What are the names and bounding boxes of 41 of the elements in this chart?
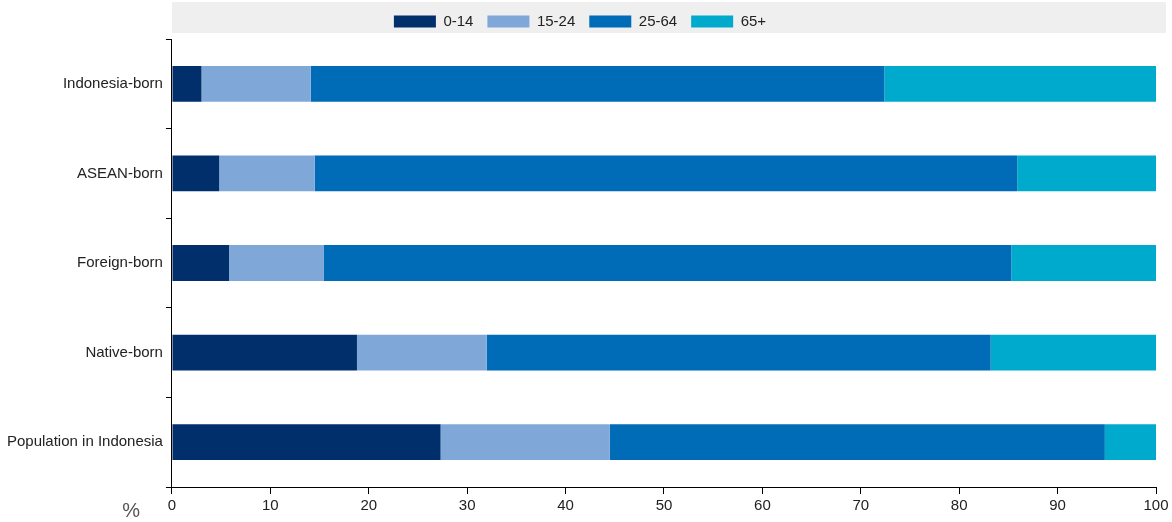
bar	[172, 424, 441, 461]
y-tick-label: Native-born	[85, 342, 163, 360]
legend-label: 65+	[740, 11, 767, 29]
bar	[314, 155, 1018, 192]
bar	[172, 334, 357, 371]
bar	[1104, 424, 1156, 461]
x-tick-label: 90	[1049, 496, 1066, 514]
bar	[356, 334, 487, 371]
x-tick-label: 80	[950, 496, 968, 514]
bar	[219, 155, 315, 192]
x-axis-title: %	[122, 498, 141, 521]
bar	[1017, 155, 1156, 192]
legend-label: 25-64	[638, 11, 678, 29]
y-tick-label: Population in Indonesia	[6, 432, 164, 450]
x-tick-label: 10	[262, 496, 279, 514]
y-tick-label: Indonesia-born	[62, 73, 163, 91]
bar	[1011, 245, 1156, 281]
x-tick-label: 50	[655, 496, 673, 514]
bar	[201, 65, 311, 102]
y-tick-label: ASEAN-born	[77, 163, 163, 181]
bar	[486, 334, 991, 371]
bar	[229, 245, 324, 281]
bar	[310, 65, 885, 102]
x-tick-label: 0	[167, 496, 177, 514]
x-tick-label: 60	[754, 496, 771, 514]
x-tick-label: 40	[557, 496, 574, 514]
x-tick-label: 30	[458, 496, 476, 514]
bar	[609, 424, 1105, 461]
x-tick-label: 70	[852, 496, 870, 514]
bar	[990, 334, 1156, 371]
y-tick-label: Foreign-born	[77, 253, 163, 271]
bar	[323, 245, 1012, 281]
bar	[884, 65, 1156, 102]
bar	[172, 155, 220, 192]
x-tick-label: 100	[1143, 496, 1169, 514]
x-tick-label: 20	[360, 496, 378, 514]
bar	[172, 65, 202, 102]
legend-label: 15-24	[536, 11, 576, 29]
bar	[172, 245, 230, 281]
legend-label: 0-14	[443, 11, 474, 29]
bar	[440, 424, 610, 461]
